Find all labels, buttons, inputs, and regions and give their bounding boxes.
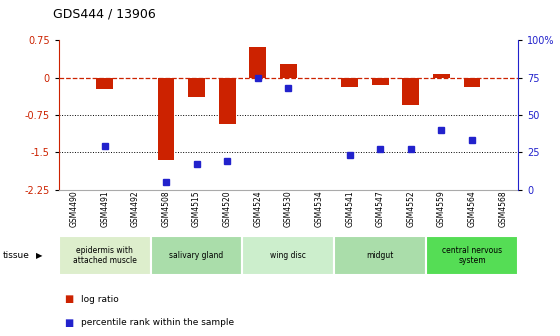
Bar: [334, 236, 426, 275]
Bar: [403, 78, 419, 105]
Text: GSM4564: GSM4564: [468, 191, 477, 227]
Bar: [341, 78, 358, 87]
Bar: [433, 74, 450, 78]
Bar: [242, 236, 334, 275]
Text: ■: ■: [64, 318, 74, 328]
Text: GSM4559: GSM4559: [437, 191, 446, 227]
Text: ▶: ▶: [35, 251, 42, 260]
Text: wing disc: wing disc: [270, 251, 306, 260]
Bar: [96, 78, 113, 89]
Text: GSM4534: GSM4534: [315, 191, 324, 227]
Text: GSM4520: GSM4520: [223, 191, 232, 227]
Text: salivary gland: salivary gland: [170, 251, 223, 260]
Text: GSM4552: GSM4552: [407, 191, 416, 227]
Text: GDS444 / 13906: GDS444 / 13906: [53, 7, 156, 20]
Bar: [157, 78, 174, 160]
Text: GSM4492: GSM4492: [131, 191, 140, 227]
Text: GSM4524: GSM4524: [253, 191, 262, 227]
Text: GSM4491: GSM4491: [100, 191, 109, 227]
Text: tissue: tissue: [3, 251, 30, 260]
Text: ■: ■: [64, 294, 74, 304]
Text: GSM4490: GSM4490: [69, 191, 78, 227]
Bar: [372, 78, 389, 85]
Bar: [188, 78, 205, 97]
Bar: [280, 64, 297, 78]
Text: central nervous
system: central nervous system: [442, 246, 502, 265]
Text: GSM4515: GSM4515: [192, 191, 201, 227]
Bar: [426, 236, 518, 275]
Text: log ratio: log ratio: [81, 295, 119, 303]
Bar: [464, 78, 480, 87]
Text: percentile rank within the sample: percentile rank within the sample: [81, 318, 234, 327]
Bar: [151, 236, 242, 275]
Text: GSM4568: GSM4568: [498, 191, 507, 227]
Text: midgut: midgut: [367, 251, 394, 260]
Bar: [219, 78, 236, 124]
Text: GSM4547: GSM4547: [376, 191, 385, 227]
Text: GSM4508: GSM4508: [161, 191, 170, 227]
Bar: [249, 47, 266, 78]
Text: GSM4541: GSM4541: [345, 191, 354, 227]
Text: GSM4530: GSM4530: [284, 191, 293, 227]
Text: epidermis with
attached muscle: epidermis with attached muscle: [73, 246, 137, 265]
Bar: [59, 236, 151, 275]
